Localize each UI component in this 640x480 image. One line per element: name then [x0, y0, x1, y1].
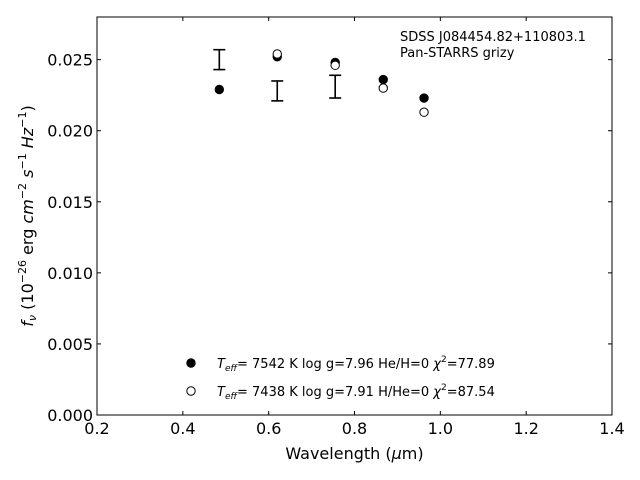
legend-label: Teff= 7542 K log g=7.96 He/H=0 χ2=77.89 — [217, 355, 495, 374]
x-tick-label: 0.2 — [84, 419, 109, 438]
x-tick-label: 1.0 — [428, 419, 453, 438]
x-tick-label: 1.4 — [599, 419, 624, 438]
ticks: 0.2 0.4 0.6 0.8 1.0 1.2 1.4 0.000 0.005 0.010 0.01… — [47, 17, 625, 438]
legend-marker — [186, 358, 196, 368]
annotation-line: Pan-STARRS grizy — [400, 46, 515, 61]
legend-marker — [186, 386, 196, 396]
x-tick-label: 0.8 — [342, 419, 367, 438]
y-axis-title: fν (10−26 erg cm−2 s−1 Hz−1) — [16, 105, 39, 326]
x-axis-title: Wavelength (μm) — [285, 444, 423, 463]
y-tick-label: 0.015 — [47, 193, 93, 212]
x-tick-label: 1.2 — [513, 419, 538, 438]
error-bar — [213, 48, 226, 71]
legend-label: Teff= 7438 K log g=7.91 H/He=0 χ2=87.54 — [217, 383, 495, 402]
open-point — [330, 60, 340, 71]
y-tick-label: 0.000 — [47, 406, 93, 425]
y-tick-label: 0.005 — [47, 335, 93, 354]
filled-point — [419, 93, 429, 103]
open-point — [419, 107, 429, 117]
error-bars — [213, 48, 342, 102]
filled-point — [214, 84, 225, 95]
open-point — [272, 49, 282, 59]
error-bar — [271, 80, 284, 102]
x-tick-label: 0.6 — [256, 419, 281, 438]
plot-frame — [96, 16, 613, 416]
x-tick-label: 0.4 — [170, 419, 195, 438]
y-tick-label: 0.025 — [47, 51, 93, 70]
open-point — [378, 83, 388, 93]
axes: Wavelength (μm) fν (10−26 erg cm−2 s−1 Hz… — [16, 16, 613, 463]
filled-point — [378, 74, 388, 85]
annotation-line: SDSS J084454.82+110803.1 — [400, 30, 586, 45]
y-tick-label: 0.020 — [47, 122, 93, 141]
legend: Teff= 7542 K log g=7.96 He/H=0 χ2=77.89 T… — [186, 355, 495, 402]
error-bar — [329, 74, 342, 99]
data-points — [214, 49, 429, 117]
y-tick-label: 0.010 — [47, 264, 93, 283]
